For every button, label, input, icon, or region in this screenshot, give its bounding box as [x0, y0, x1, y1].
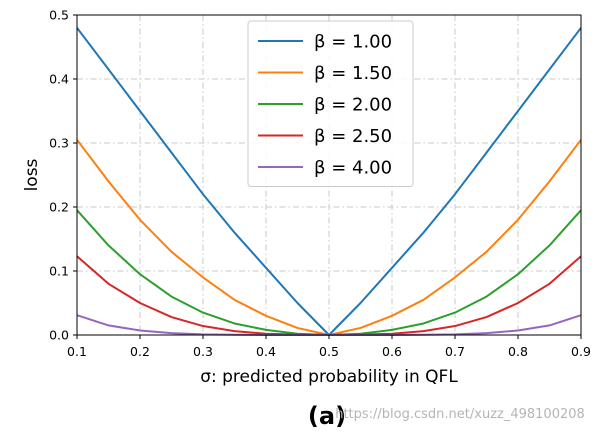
y-tick-label: 0.0	[49, 328, 69, 343]
y-axis-label: loss	[22, 158, 42, 191]
legend-label: β = 1.00	[314, 32, 392, 53]
x-tick-label: 0.2	[130, 344, 150, 359]
legend-label: β = 2.50	[314, 126, 392, 147]
axis-ticks: 0.1 0.2 0.3 0.4 0.5 0.6 0.7 0.8 0.90.00.10.20.30…	[49, 8, 591, 360]
x-tick-label: 0.3	[193, 344, 213, 359]
y-tick-label: 0.2	[49, 200, 69, 215]
legend-box	[247, 20, 414, 187]
figure-caption: (a)	[308, 402, 346, 430]
watermark: https://blog.csdn.net/xuzz_498100208	[335, 407, 585, 422]
x-tick-label: 0.9	[571, 344, 591, 359]
legend-label: β = 4.00	[314, 158, 392, 179]
y-tick-label: 0.4	[49, 72, 69, 87]
series-line-5	[76, 314, 582, 336]
y-tick-label: 0.3	[49, 136, 69, 151]
x-tick-label: 0.6	[382, 344, 402, 359]
x-tick-label: 0.5	[319, 344, 339, 359]
x-tick-label: 0.4	[256, 344, 276, 359]
x-tick-label: 0.1	[67, 344, 87, 359]
legend: β = 1.00 β = 1.50 β = 2.00 β = 2.50 β = 4.00	[247, 20, 414, 187]
y-tick-label: 0.1	[49, 264, 69, 279]
x-tick-label: 0.7	[445, 344, 465, 359]
x-tick-label: 0.8	[508, 344, 528, 359]
x-axis-label: σ: predicted probability in QFL	[200, 367, 458, 387]
legend-label: β = 2.00	[314, 95, 392, 116]
legend-label: β = 1.50	[314, 63, 392, 84]
y-tick-label: 0.5	[49, 8, 69, 23]
